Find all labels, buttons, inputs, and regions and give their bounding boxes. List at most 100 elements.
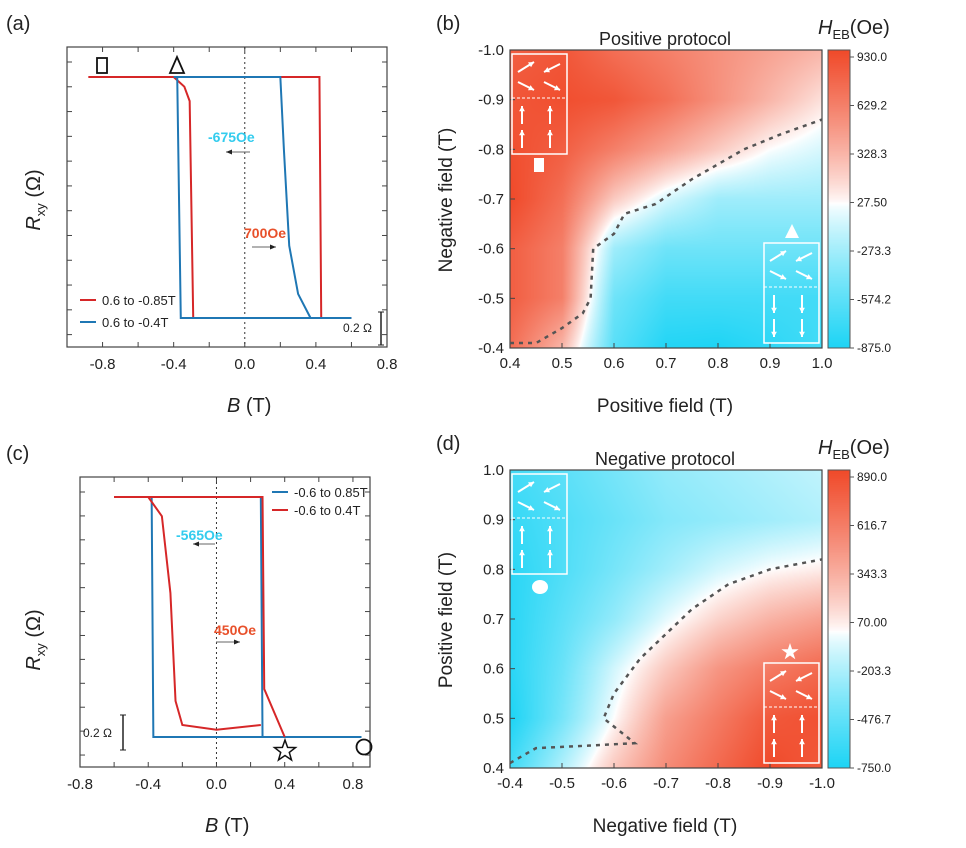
inset-frame (511, 53, 568, 155)
arrowhead (547, 526, 553, 532)
colorbar-tick-label: 890.0 (857, 470, 887, 484)
arrowhead (528, 505, 534, 511)
arrowhead (771, 307, 777, 313)
y-axis-label: Negative field (T) (436, 128, 457, 273)
legend-label: -0.6 to 0.85T (294, 485, 368, 500)
arrowhead (519, 526, 525, 532)
x-tick-label: 0.7 (656, 355, 677, 372)
colorbar-tick-label: 343.3 (857, 567, 887, 581)
y-axis-label: Rxy (Ω) (23, 609, 48, 670)
colorbar-frame (827, 469, 851, 769)
arrowhead (547, 550, 553, 556)
arrowhead (799, 715, 805, 721)
y-tick-label: -0.7 (478, 191, 504, 208)
arrowhead (806, 274, 812, 280)
x-axis-label: B (T) (227, 395, 271, 417)
hysteresis-shift-label: -675Oe (208, 129, 255, 145)
colorbar-tick-label: 27.50 (857, 196, 887, 210)
x-tick-label: -0.6 (601, 775, 627, 792)
panel-label: (b) (436, 13, 460, 35)
inset-frame (763, 242, 820, 344)
series-line-0.6-to--0.4T (176, 76, 352, 319)
legend-label: -0.6 to 0.4T (294, 503, 361, 518)
arrowhead (780, 694, 786, 700)
heatmap-d (510, 470, 822, 768)
arrowhead (544, 487, 550, 493)
colorbar-b (828, 50, 850, 348)
arrow-head-icon (234, 639, 240, 645)
circle-marker-icon (355, 738, 373, 756)
series-line-0.6-to--0.85T (88, 76, 352, 319)
y-tick-label: 0.9 (483, 512, 504, 529)
arrowhead (799, 307, 805, 313)
x-tick-label: -0.7 (653, 775, 679, 792)
x-tick-label: 0.8 (343, 776, 364, 793)
x-tick-label: -0.4 (161, 356, 187, 373)
arrowhead (780, 274, 786, 280)
legend-label: 0.6 to -0.4T (102, 315, 169, 330)
x-axis-label: Positive field (T) (597, 396, 733, 417)
hysteresis-shift-label: -565Oe (176, 527, 223, 543)
x-tick-label: 1.0 (812, 355, 833, 372)
colorbar-title: HEB(Oe) (818, 437, 890, 462)
panel-label: (c) (6, 443, 29, 465)
zero-exchange-bias-boundary (509, 558, 823, 765)
colorbar-tick-label: 930.0 (857, 50, 887, 64)
hysteresis-shift-label: 700Oe (244, 225, 286, 241)
y-tick-label: -0.8 (478, 141, 504, 158)
panel-label: (d) (436, 433, 460, 455)
arrowhead (796, 676, 802, 682)
circle-marker-icon (532, 580, 548, 594)
x-tick-label: -0.5 (549, 775, 575, 792)
y-tick-label: -1.0 (478, 42, 504, 59)
colorbar-d (828, 470, 850, 768)
arrow-head-icon (226, 149, 232, 155)
arrowhead (796, 256, 802, 262)
series-line--0.6-to-0.85T (150, 496, 362, 738)
arrowhead (780, 251, 786, 257)
colorbar-tick-label: -476.7 (857, 713, 891, 727)
y-tick-label: 0.7 (483, 611, 504, 628)
arrow-head-icon (193, 541, 199, 547)
scale-bar-label: 0.2 Ω (343, 321, 372, 335)
star-marker-icon (781, 643, 799, 660)
square-marker-icon (534, 158, 544, 172)
square-marker-icon (96, 57, 108, 74)
spin-configuration-inset (763, 242, 820, 344)
inset-frame (763, 662, 820, 764)
colorbar-title: HEB(Oe) (818, 17, 890, 42)
y-tick-label: -0.9 (478, 92, 504, 109)
colorbar-frame (827, 49, 851, 349)
arrowhead (547, 130, 553, 136)
colorbar-tick-label: 629.2 (857, 99, 887, 113)
spin-configuration-inset (511, 473, 568, 575)
series-line--0.6-to-0.4T (114, 496, 286, 738)
star-marker-icon (272, 737, 298, 762)
x-tick-label: -1.0 (809, 775, 835, 792)
heatmap-frame-d (509, 469, 823, 769)
colorbar-tick-label: 616.7 (857, 519, 887, 533)
x-tick-label: 0.5 (552, 355, 573, 372)
arrowhead (519, 130, 525, 136)
inset-frame (511, 473, 568, 575)
triangle-marker-icon (168, 54, 186, 74)
colorbar-tick-label: 328.3 (857, 147, 887, 161)
spin-configuration-inset (511, 53, 568, 155)
y-tick-label: -0.5 (478, 290, 504, 307)
arrowhead (519, 550, 525, 556)
x-tick-label: 0.9 (760, 355, 781, 372)
y-tick-label: 0.4 (483, 760, 504, 777)
legend-label: 0.6 to -0.85T (102, 293, 176, 308)
heatmap-b (510, 50, 822, 348)
arrowhead (806, 694, 812, 700)
arrowhead (771, 331, 777, 337)
colorbar-tick-label: -875.0 (857, 341, 891, 355)
y-tick-label: -0.4 (478, 340, 504, 357)
arrow-head-icon (270, 244, 276, 250)
x-tick-label: -0.8 (90, 356, 116, 373)
panel-label: (a) (6, 13, 30, 35)
x-tick-label: -0.8 (705, 775, 731, 792)
x-tick-label: -0.4 (497, 775, 523, 792)
